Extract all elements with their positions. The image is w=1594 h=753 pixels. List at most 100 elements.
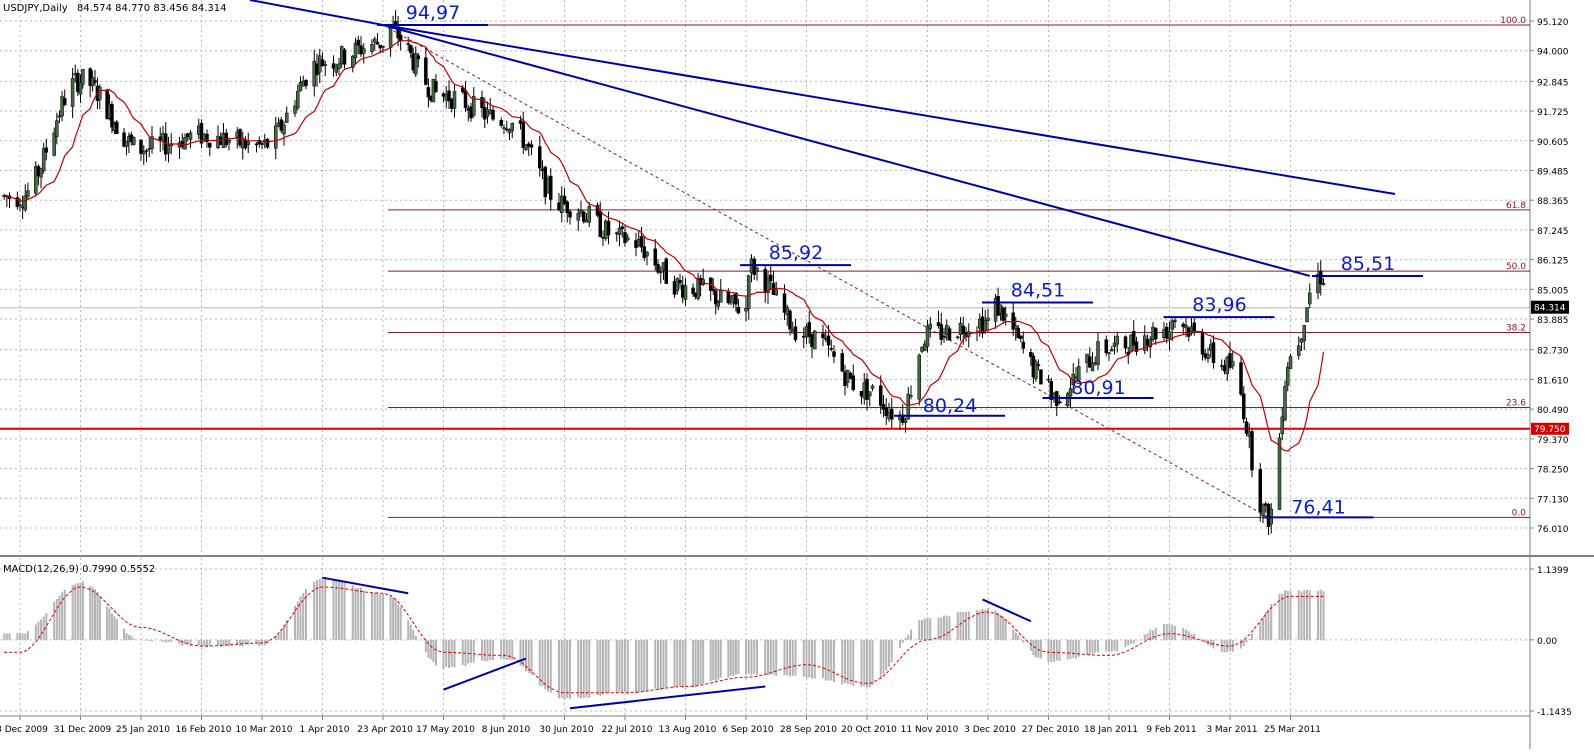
macd-bar	[794, 639, 797, 676]
macd-bar	[904, 637, 907, 640]
price-tick-label: 92.845	[1537, 78, 1569, 88]
macd-bar	[351, 585, 354, 640]
candle	[829, 339, 833, 352]
candle	[1104, 335, 1108, 357]
macd-bar	[1002, 616, 1005, 640]
macd-bar	[978, 610, 981, 640]
macd-bar	[1077, 639, 1080, 657]
macd-bar	[181, 639, 184, 646]
macd-bar	[427, 639, 430, 658]
macd-bar	[274, 635, 277, 640]
candle	[480, 90, 484, 118]
macd-bar	[727, 639, 730, 678]
macd-bar	[1165, 623, 1168, 640]
candle	[576, 208, 580, 231]
price-annotation: 85,51	[1312, 253, 1423, 277]
macd-bar	[665, 639, 668, 688]
candle	[1039, 369, 1043, 385]
macd-bar	[635, 639, 637, 694]
macd-bar	[1289, 590, 1292, 640]
macd-bar	[450, 639, 453, 667]
candle	[626, 234, 630, 242]
annotation-label: 85,51	[1341, 253, 1395, 275]
candle	[659, 266, 663, 284]
last-price-badge: 84.314	[1531, 300, 1569, 314]
macd-bar	[863, 639, 866, 686]
macd-tick-label: -1.1435	[1537, 708, 1572, 718]
macd-bar	[1152, 630, 1154, 640]
macd-bar	[76, 583, 79, 640]
macd-bar	[841, 639, 844, 685]
macd-bar	[811, 639, 813, 679]
macd-bar	[871, 639, 874, 686]
macd-bar	[373, 592, 376, 640]
time-tick-label: 17 May 2010	[416, 725, 475, 735]
annotation-label: 85,92	[769, 242, 823, 264]
macd-bar	[1223, 639, 1226, 653]
macd-bar	[74, 584, 77, 640]
price-tick-label: 94.000	[1537, 48, 1569, 58]
macd-bar	[626, 639, 629, 694]
candle	[1305, 307, 1309, 323]
annotation-label: 83,96	[1192, 294, 1246, 316]
candle	[675, 277, 679, 295]
price-tick-label: 77.130	[1537, 495, 1569, 505]
macd-bar	[1262, 617, 1264, 640]
candle	[870, 384, 875, 392]
macd-bar	[159, 639, 162, 641]
candle	[499, 117, 503, 128]
macd-bar	[1108, 639, 1110, 652]
candle	[579, 201, 583, 218]
macd-bar	[1317, 590, 1319, 640]
candle	[729, 295, 733, 306]
macd-bar	[277, 633, 280, 640]
candle	[1066, 391, 1070, 408]
macd-bar	[852, 639, 855, 687]
macd-bar	[1047, 639, 1050, 663]
macd-bar	[637, 639, 640, 693]
price-annotation: 80,91	[1042, 377, 1154, 399]
macd-bar	[987, 607, 989, 640]
macd-bar	[1193, 633, 1196, 640]
candle	[664, 257, 668, 284]
macd-bar	[145, 639, 148, 640]
macd-bar	[753, 639, 756, 674]
macd-bar	[414, 635, 417, 640]
macd-bar	[967, 611, 970, 640]
macd-bar	[890, 639, 893, 663]
macd-bar	[98, 596, 101, 640]
macd-bar	[921, 620, 923, 640]
macd-bar	[783, 639, 786, 676]
macd-bar	[599, 639, 602, 696]
macd-bar	[994, 610, 997, 640]
macd-bar	[1130, 639, 1132, 644]
candle	[426, 78, 431, 108]
macd-bar	[91, 587, 94, 640]
macd-bar	[882, 639, 885, 675]
price-tick-label: 76.010	[1537, 525, 1569, 535]
candle	[166, 136, 171, 163]
macd-bar	[184, 639, 186, 645]
candle	[1068, 377, 1073, 408]
macd-bar	[580, 639, 582, 699]
trend-line	[382, 24, 1311, 277]
candle	[1016, 325, 1020, 339]
macd-bar	[1149, 629, 1152, 640]
macd-bar	[937, 617, 940, 640]
candle	[719, 279, 723, 303]
macd-bar	[926, 617, 929, 640]
macd-bar	[285, 620, 288, 640]
candle	[115, 120, 119, 134]
candle	[323, 60, 327, 77]
candle	[1321, 278, 1326, 286]
macd-bar	[1132, 639, 1135, 644]
candle	[510, 122, 514, 139]
macd-bar	[750, 639, 753, 675]
candle	[1211, 335, 1216, 369]
macd-bar	[321, 576, 324, 640]
macd-bar	[241, 639, 244, 647]
macd-bar	[445, 639, 448, 667]
macd-bar	[81, 581, 84, 640]
candle	[1132, 320, 1136, 350]
